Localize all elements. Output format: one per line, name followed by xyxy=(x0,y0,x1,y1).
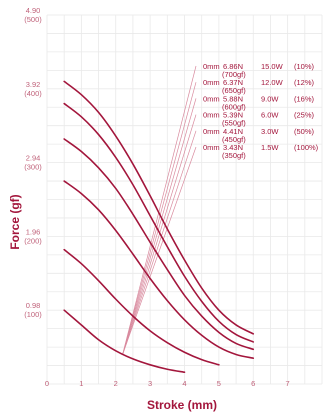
y-tick-label: 2.94 xyxy=(26,154,41,163)
x-tick-label: 3 xyxy=(148,379,152,388)
annotation-force-gf: (650gf) xyxy=(222,86,246,95)
annotation-force-n: 6.86N xyxy=(223,62,243,71)
y-tick-label-gf: (200) xyxy=(24,236,42,245)
annotation-duty: (10%) xyxy=(294,62,315,71)
annotation-power: 15.0W xyxy=(261,62,284,71)
annotation-power: 9.0W xyxy=(261,94,279,103)
grid-lines xyxy=(46,14,323,385)
y-tick-label-gf: (500) xyxy=(24,15,42,24)
annotation-force-n: 3.43N xyxy=(223,143,243,152)
annotation-force-n: 6.37N xyxy=(223,78,243,87)
annotation-pointers xyxy=(122,65,197,355)
y-tick-label-gf: (400) xyxy=(24,89,42,98)
x-tick-label: 6 xyxy=(251,379,255,388)
annotation-force-gf: (700gf) xyxy=(222,70,246,79)
series-lines xyxy=(63,80,255,373)
series-line xyxy=(63,80,255,335)
y-tick-label-gf: (300) xyxy=(24,163,42,172)
annotation-leader-line xyxy=(122,98,197,355)
annotation-force-gf: (600gf) xyxy=(222,102,246,111)
x-tick-label: 7 xyxy=(286,379,290,388)
annotation-force-n: 5.88N xyxy=(223,94,243,103)
x-tick-label: 2 xyxy=(114,379,118,388)
annotation-stroke: 0mm xyxy=(203,78,220,87)
annotation-force-n: 5.39N xyxy=(223,111,243,120)
annotation-leader-line xyxy=(122,146,197,355)
series-line xyxy=(63,102,255,343)
x-tick-label: 0 xyxy=(45,379,49,388)
annotation-duty: (12%) xyxy=(294,78,315,87)
y-axis-title: Force (gf) xyxy=(8,194,22,249)
annotation-duty: (100%) xyxy=(294,143,319,152)
series-line xyxy=(63,248,220,366)
series-annotations: 0mm 6.86N 15.0W (10%)(700gf)0mm 6.37N 12.0W (1… xyxy=(203,62,319,160)
x-tick-label: 4 xyxy=(182,379,186,388)
x-tick-label: 5 xyxy=(217,379,221,388)
series-line xyxy=(63,180,255,359)
annotation-duty: (25%) xyxy=(294,111,315,120)
annotation-duty: (16%) xyxy=(294,94,315,103)
x-axis-title: Stroke (mm) xyxy=(147,398,217,412)
annotation-force-gf: (350gf) xyxy=(222,151,246,160)
annotation-force-n: 4.41N xyxy=(223,127,243,136)
annotation-stroke: 0mm xyxy=(203,62,220,71)
annotation-stroke: 0mm xyxy=(203,111,220,120)
annotation-power: 1.5W xyxy=(261,143,279,152)
annotation-duty: (50%) xyxy=(294,127,315,136)
annotation-power: 12.0W xyxy=(261,78,284,87)
annotation-leader-line xyxy=(122,82,197,355)
y-tick-label: 3.92 xyxy=(26,80,41,89)
y-tick-label: 1.96 xyxy=(26,227,41,236)
annotation-stroke: 0mm xyxy=(203,94,220,103)
annotation-power: 6.0W xyxy=(261,111,279,120)
x-axis-ticks: 0 1 2 3 4 5 6 7 xyxy=(45,379,290,388)
annotation-stroke: 0mm xyxy=(203,143,220,152)
annotation-leader-line xyxy=(122,114,197,355)
y-axis-ticks: 0.98(100) 1.96(200) 2.94(300) 3.92(400) 4.90… xyxy=(24,6,42,319)
y-tick-label-gf: (100) xyxy=(24,310,42,319)
annotation-force-gf: (450gf) xyxy=(222,135,246,144)
series-line xyxy=(63,138,255,351)
x-tick-label: 1 xyxy=(79,379,83,388)
annotation-force-gf: (550gf) xyxy=(222,119,246,128)
y-tick-label: 4.90 xyxy=(26,6,41,15)
series-line xyxy=(63,309,186,373)
annotation-leader-line xyxy=(122,65,197,355)
y-tick-label: 0.98 xyxy=(26,301,41,310)
annotation-stroke: 0mm xyxy=(203,127,220,136)
annotation-power: 3.0W xyxy=(261,127,279,136)
